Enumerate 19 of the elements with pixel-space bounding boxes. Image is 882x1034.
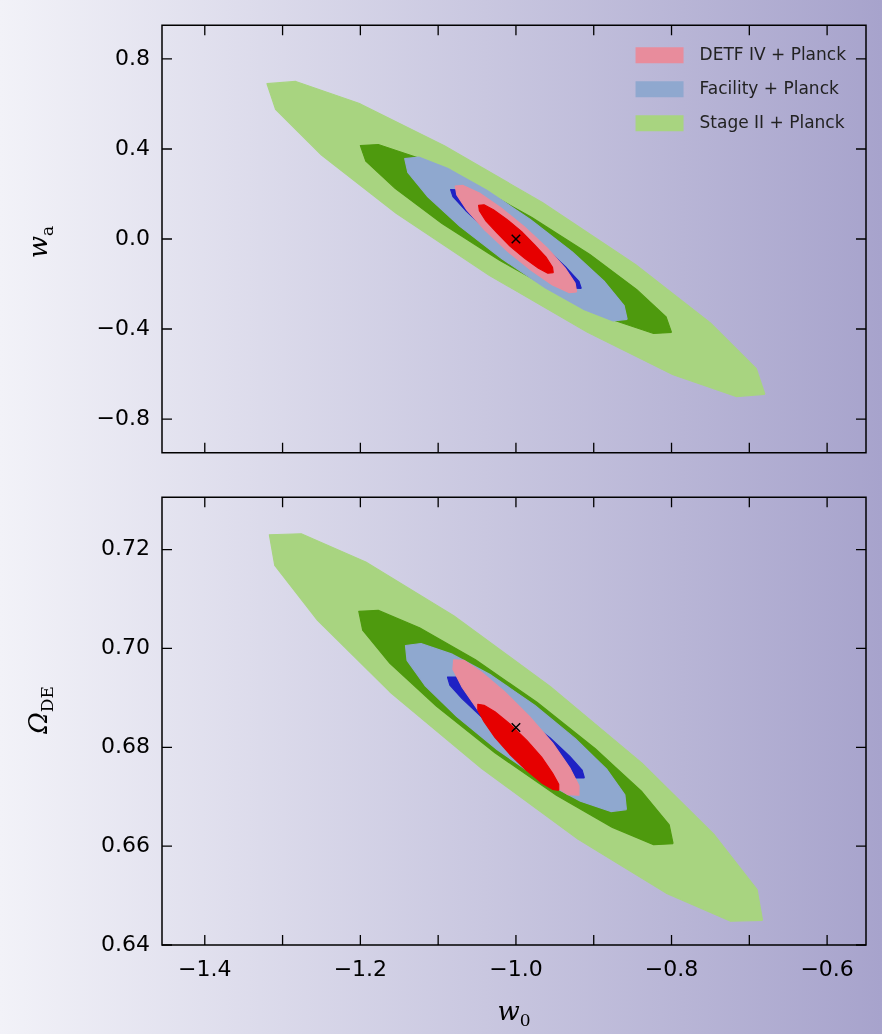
- y-tick-label: 0.68: [101, 733, 150, 759]
- legend-label: Stage II + Planck: [699, 111, 845, 132]
- y-tick-label: −0.4: [96, 314, 150, 340]
- legend-label: DETF IV + Planck: [699, 43, 847, 64]
- y-tick-label: −0.8: [96, 404, 150, 430]
- y-tick-label: 0.66: [101, 831, 150, 857]
- legend-label: Facility + Planck: [699, 77, 839, 98]
- x-tick-label: −0.8: [644, 955, 699, 981]
- y-tick-label: 0.64: [101, 930, 150, 956]
- x-tick-label: −1.0: [489, 955, 543, 981]
- y-tick-label: 0.0: [115, 224, 150, 250]
- y-tick-label: 0.72: [101, 535, 150, 561]
- y-tick-label: 0.70: [101, 634, 150, 660]
- y-tick-label: 0.8: [115, 44, 150, 70]
- x-tick-label: −0.6: [800, 955, 854, 981]
- y-tick-label: 0.4: [115, 134, 150, 160]
- x-tick-label: −1.2: [333, 955, 388, 981]
- x-axis-title: w$_{0}$: [497, 995, 531, 1031]
- x-tick-label: −1.4: [178, 955, 232, 981]
